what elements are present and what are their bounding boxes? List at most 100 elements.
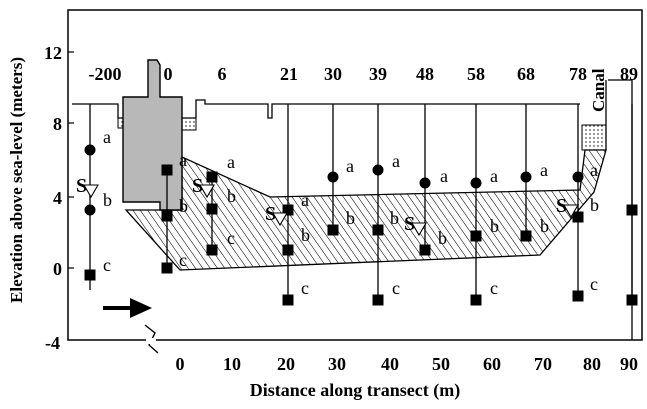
sample-letter-a: a (490, 166, 498, 186)
s-marker: S (404, 213, 415, 235)
dotted-fill-mid (181, 117, 197, 131)
station-label: 48 (416, 64, 434, 84)
sample-point-marker (206, 171, 218, 183)
sample-letter-b: b (301, 225, 310, 245)
sample-point-marker (206, 244, 218, 256)
water-level-triangle-icon (199, 184, 215, 199)
x-tick-label: 70 (534, 354, 552, 374)
sample-letter-b: b (179, 196, 188, 216)
sample-point-marker (626, 294, 638, 306)
x-tick-label: 10 (223, 354, 241, 374)
station-label: 30 (324, 64, 342, 84)
s-marker: S (76, 175, 87, 197)
sample-letter-b: b (540, 216, 549, 236)
sample-letter-b: b (490, 216, 499, 236)
sample-letter-b: b (590, 195, 599, 215)
sample-point-marker (626, 204, 638, 216)
canal-label: Canal (589, 68, 608, 112)
sample-point-marker (282, 294, 294, 306)
x-tick-label: 30 (328, 354, 346, 374)
sample-letter-a: a (540, 160, 548, 180)
sample-point-marker (520, 171, 532, 183)
sample-letter-a: a (440, 166, 448, 186)
y-tick-labels: 12 8 4 0 -4 (44, 43, 62, 353)
building (122, 59, 183, 211)
water-level-triangle-icon (83, 184, 99, 199)
water-level-triangle-icon (563, 204, 579, 219)
sample-point-marker (520, 230, 532, 242)
station-label: 89 (620, 64, 638, 84)
sample-point-marker (572, 171, 584, 183)
plot-frame (67, 9, 643, 341)
sample-letter-a: a (301, 190, 309, 210)
sample-point-marker (282, 244, 294, 256)
sample-letter-c: c (392, 278, 400, 298)
sample-letter-a: a (179, 150, 187, 170)
sample-letter-b: b (103, 190, 112, 210)
x-tick-label: 50 (432, 354, 450, 374)
s-marker: S (265, 203, 276, 225)
sample-point-marker (419, 244, 431, 256)
station-label: 39 (369, 64, 387, 84)
sample-letter-c: c (179, 250, 187, 270)
sample-letter-b: b (346, 208, 355, 228)
sample-letter-b: b (227, 186, 236, 206)
s-marker: S (192, 175, 203, 197)
x-axis-title: Distance along transect (m) (250, 380, 460, 401)
arrow-icon (103, 298, 152, 318)
y-tick-label: 8 (53, 114, 62, 134)
hatched-aquifer (124, 149, 607, 271)
sample-point-marker (84, 204, 96, 216)
sample-point-marker (161, 210, 173, 222)
sample-point-marker (327, 171, 339, 183)
x-tick-label: 0 (176, 354, 185, 374)
sample-point-marker (470, 230, 482, 242)
sample-point-marker (161, 164, 173, 176)
station-label: 0 (164, 64, 173, 84)
sample-letter-c: c (227, 228, 235, 248)
station-label: 78 (569, 64, 587, 84)
station-label: 6 (218, 64, 227, 84)
sample-point-marker (84, 144, 96, 156)
sample-point-marker (419, 177, 431, 189)
s-marker: S (556, 195, 567, 217)
sample-point-marker (470, 294, 482, 306)
sample-point-marker (327, 224, 339, 236)
x-tick-label: 60 (483, 354, 501, 374)
sample-point-marker (572, 211, 584, 223)
station-labels: -200 0 6 21 30 39 48 58 68 78 89 (89, 64, 639, 84)
x-tick-labels: 0 10 20 30 40 50 60 70 80 90 (176, 354, 639, 374)
dotted-fill-canal (581, 124, 607, 151)
sample-point-marker (572, 290, 584, 302)
station-label: 21 (280, 64, 298, 84)
sample-point-marker (206, 203, 218, 215)
x-tick-label: 40 (381, 354, 399, 374)
sample-point-marker (372, 164, 384, 176)
station-label: -200 (89, 64, 122, 84)
sample-letter-c: c (590, 274, 598, 294)
sample-point-marker (84, 269, 96, 281)
x-tick-label: 80 (583, 354, 601, 374)
sample-point-marker (372, 224, 384, 236)
y-tick-label: 0 (53, 259, 62, 279)
station-label: 58 (467, 64, 485, 84)
y-tick-marks (68, 51, 74, 269)
y-axis-title: Elevation above sea-level (meters) (7, 57, 26, 303)
y-tick-label: -4 (45, 333, 60, 353)
sample-letter-b: b (390, 208, 399, 228)
sample-letter-a: a (590, 160, 598, 180)
sample-letter-c: c (301, 278, 309, 298)
sample-letter-a: a (227, 152, 235, 172)
sample-point-marker (372, 294, 384, 306)
sample-letter-a: a (103, 127, 111, 147)
y-tick-label: 12 (44, 43, 62, 63)
sample-point-marker (161, 262, 173, 274)
sample-point-marker (470, 177, 482, 189)
sample-letter-a: a (392, 151, 400, 171)
water-level-triangle-icon (411, 222, 427, 237)
water-level-triangle-icon (272, 212, 288, 227)
sample-letter-b: b (438, 228, 447, 248)
station-label: 68 (517, 64, 535, 84)
x-tick-label: 90 (620, 354, 638, 374)
